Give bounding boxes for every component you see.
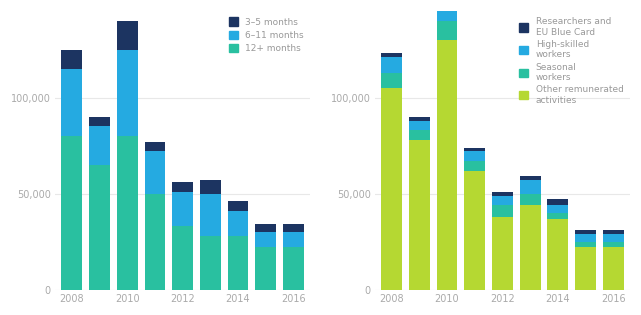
Bar — [464, 147, 485, 152]
Bar — [62, 49, 82, 69]
Bar — [409, 140, 429, 290]
Bar — [464, 171, 485, 290]
Bar — [62, 136, 82, 290]
Bar — [381, 88, 402, 290]
Bar — [464, 161, 485, 171]
Bar — [409, 117, 429, 121]
Bar — [575, 230, 596, 234]
Bar — [172, 226, 193, 290]
Bar — [603, 242, 624, 248]
Bar — [144, 194, 165, 290]
Bar — [547, 219, 568, 290]
Bar — [283, 232, 304, 248]
Bar — [437, 40, 458, 290]
Bar — [255, 224, 276, 232]
Bar — [283, 248, 304, 290]
Legend: Researchers and
EU Blue Card, High-skilled
workers, Seasonal
workers, Other remu: Researchers and EU Blue Card, High-skill… — [518, 16, 626, 106]
Bar — [603, 230, 624, 234]
Bar — [172, 182, 193, 192]
Bar — [520, 194, 540, 205]
Bar — [409, 121, 429, 130]
Bar — [492, 217, 513, 290]
Bar — [547, 199, 568, 205]
Bar — [437, 21, 458, 40]
Bar — [144, 152, 165, 194]
Bar — [200, 180, 221, 194]
Bar — [255, 232, 276, 248]
Bar — [464, 152, 485, 161]
Bar — [575, 242, 596, 248]
Bar — [492, 196, 513, 205]
Bar — [437, 5, 458, 21]
Bar — [62, 69, 82, 136]
Bar — [228, 201, 249, 211]
Bar — [409, 130, 429, 140]
Bar — [89, 165, 110, 290]
Legend: 3–5 months, 6–11 months, 12+ months: 3–5 months, 6–11 months, 12+ months — [227, 16, 306, 55]
Bar — [520, 176, 540, 180]
Bar — [381, 57, 402, 72]
Bar — [144, 142, 165, 152]
Bar — [283, 224, 304, 232]
Bar — [200, 194, 221, 236]
Bar — [492, 192, 513, 196]
Bar — [228, 236, 249, 290]
Bar — [228, 211, 249, 236]
Bar — [172, 192, 193, 226]
Bar — [200, 236, 221, 290]
Bar — [520, 180, 540, 194]
Bar — [603, 234, 624, 242]
Bar — [547, 213, 568, 219]
Bar — [117, 21, 138, 49]
Bar — [575, 248, 596, 290]
Bar — [89, 126, 110, 165]
Bar — [547, 205, 568, 213]
Bar — [117, 136, 138, 290]
Bar — [492, 205, 513, 217]
Bar — [603, 248, 624, 290]
Bar — [437, 0, 458, 5]
Bar — [381, 53, 402, 57]
Bar — [89, 117, 110, 126]
Bar — [575, 234, 596, 242]
Bar — [520, 205, 540, 290]
Bar — [255, 248, 276, 290]
Bar — [381, 72, 402, 88]
Bar — [117, 49, 138, 136]
